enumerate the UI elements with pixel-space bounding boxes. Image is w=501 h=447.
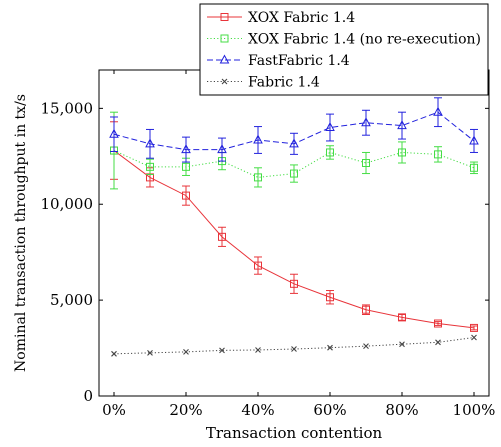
triangle-marker [181, 144, 191, 154]
plot-frame [98, 69, 490, 397]
x-marker [255, 347, 261, 353]
x-tick-label: 80% [385, 401, 418, 419]
square-marker [146, 162, 154, 171]
triangle-marker [253, 134, 263, 144]
x-marker [435, 339, 441, 346]
series-group [111, 334, 477, 357]
square-marker [326, 148, 334, 157]
legend-label: FastFabric 1.4 [248, 53, 350, 69]
triangle-marker [145, 138, 155, 148]
x-marker [471, 334, 477, 341]
y-tick-label: 10,000 [41, 195, 94, 213]
x-marker [221, 78, 228, 85]
y-axis-label: Nominal transaction throughput in tx/s [13, 94, 29, 372]
square-marker [326, 293, 334, 302]
legend-box [199, 3, 489, 96]
x-marker [327, 344, 333, 351]
x-marker [183, 349, 189, 355]
square-marker [470, 163, 478, 172]
x-marker [147, 349, 153, 356]
x-tick-label: 60% [313, 401, 346, 419]
x-tick-label: 100% [453, 401, 496, 419]
y-tick-label: 0 [83, 387, 93, 405]
square-marker [362, 305, 370, 314]
x-marker [399, 341, 405, 348]
triangle-marker [433, 106, 443, 116]
square-marker [434, 150, 442, 159]
axis-ticks: 0% 20% 40% 60% 80% 100% 0 5,000 10,000 15,000 [41, 70, 496, 419]
square-marker [220, 34, 229, 43]
legend-label: Fabric 1.4 [248, 75, 320, 91]
legend-label: XOX Fabric 1.4 (no re-execution) [248, 32, 481, 48]
square-marker [182, 162, 190, 171]
x-marker [363, 343, 369, 350]
series-line [113, 337, 475, 355]
square-marker [290, 169, 298, 178]
legend-entry: XOX Fabric 1.4 (no re-execution) [207, 32, 481, 48]
triangle-marker [397, 120, 407, 130]
square-marker [218, 232, 226, 241]
square-marker [470, 323, 478, 332]
triangle-marker [219, 54, 230, 64]
y-tick-label: 15,000 [41, 99, 94, 117]
triangle-marker [361, 117, 371, 127]
x-marker [219, 347, 225, 354]
square-marker [254, 261, 262, 270]
legend-entry: Fabric 1.4 [207, 75, 320, 91]
x-tick-label: 40% [241, 401, 274, 419]
square-marker [220, 13, 229, 21]
series-group [109, 97, 479, 163]
x-marker [111, 350, 117, 357]
x-axis-label: Transaction contention [206, 424, 383, 442]
triangle-marker [217, 144, 227, 154]
y-tick-label: 5,000 [50, 291, 93, 309]
legend-label: XOX Fabric 1.4 [248, 10, 355, 26]
legend-entry: XOX Fabric 1.4 [207, 10, 355, 26]
triangle-marker [109, 128, 119, 138]
x-marker [291, 346, 297, 352]
series-layer [109, 97, 479, 357]
square-marker [398, 313, 406, 322]
square-marker [290, 279, 298, 288]
x-tick-label: 0% [102, 401, 126, 419]
legend: XOX Fabric 1.4 XOX Fabric 1.4 (no re-exec… [199, 3, 489, 96]
triangle-marker [325, 121, 335, 132]
square-marker [434, 319, 442, 328]
square-marker [254, 173, 262, 182]
square-marker [182, 191, 190, 200]
square-marker [362, 159, 370, 168]
triangle-marker [289, 138, 299, 148]
triangle-marker [469, 135, 479, 145]
x-tick-label: 20% [169, 401, 202, 419]
square-marker [398, 148, 406, 157]
legend-entry: FastFabric 1.4 [207, 53, 350, 69]
